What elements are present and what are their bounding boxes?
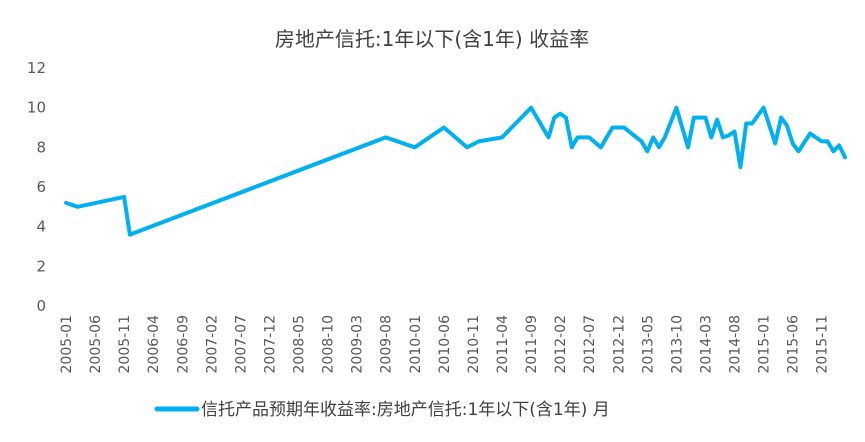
y-tick-label: 12: [27, 59, 46, 77]
x-tick-label: 2005-01: [59, 315, 75, 374]
x-tick-label: 2014-08: [728, 315, 744, 374]
x-tick-label: 2013-10: [669, 315, 685, 374]
y-tick-label: 0: [36, 297, 46, 315]
y-tick-label: 2: [36, 257, 46, 275]
x-tick-label: 2014-03: [698, 315, 714, 374]
legend-label: 信托产品预期年收益率:房地产信托:1年以下(含1年) 月: [201, 400, 610, 420]
x-tick-label: 2005-06: [88, 315, 104, 374]
x-tick-label: 2010-11: [466, 315, 482, 374]
series-line: [64, 105, 847, 237]
x-tick-label: 2009-03: [350, 315, 366, 374]
y-tick-label: 10: [27, 99, 46, 117]
legend: 信托产品预期年收益率:房地产信托:1年以下(含1年) 月: [154, 400, 610, 420]
x-tick-label: 2008-10: [321, 315, 337, 374]
y-tick-label: 6: [36, 178, 46, 196]
x-tick-label: 2007-07: [233, 315, 249, 374]
x-tick-label: 2015-01: [757, 315, 773, 374]
x-tick-label: 2013-05: [640, 315, 656, 374]
x-axis: 2005-01 2005-06 2005-11 2006-04 2006-09 2007-…: [59, 315, 831, 374]
x-tick-label: 2006-04: [146, 315, 162, 374]
y-axis: 0 2 4 6 8 10 12: [27, 59, 46, 315]
x-tick-label: 2011-04: [495, 315, 511, 374]
x-tick-label: 2008-05: [292, 315, 308, 374]
x-tick-label: 2012-12: [611, 315, 627, 374]
x-tick-label: 2010-06: [437, 315, 453, 374]
x-tick-label: 2012-02: [553, 315, 569, 374]
x-tick-label: 2011-09: [524, 315, 540, 374]
x-tick-label: 2015-11: [815, 315, 831, 374]
x-tick-label: 2009-08: [379, 315, 395, 374]
x-tick-label: 2010-01: [408, 315, 424, 374]
x-tick-label: 2012-07: [582, 315, 598, 374]
x-tick-label: 2007-12: [262, 315, 278, 374]
x-tick-label: 2006-09: [175, 315, 191, 374]
x-tick-label: 2005-11: [117, 315, 133, 374]
x-tick-label: 2015-06: [786, 315, 802, 374]
plot-area: [64, 105, 847, 237]
chart-title: 房地产信托:1年以下(含1年) 收益率: [275, 27, 589, 51]
y-tick-label: 4: [36, 218, 46, 236]
y-tick-label: 8: [36, 138, 46, 156]
x-tick-label: 2007-02: [204, 315, 220, 374]
